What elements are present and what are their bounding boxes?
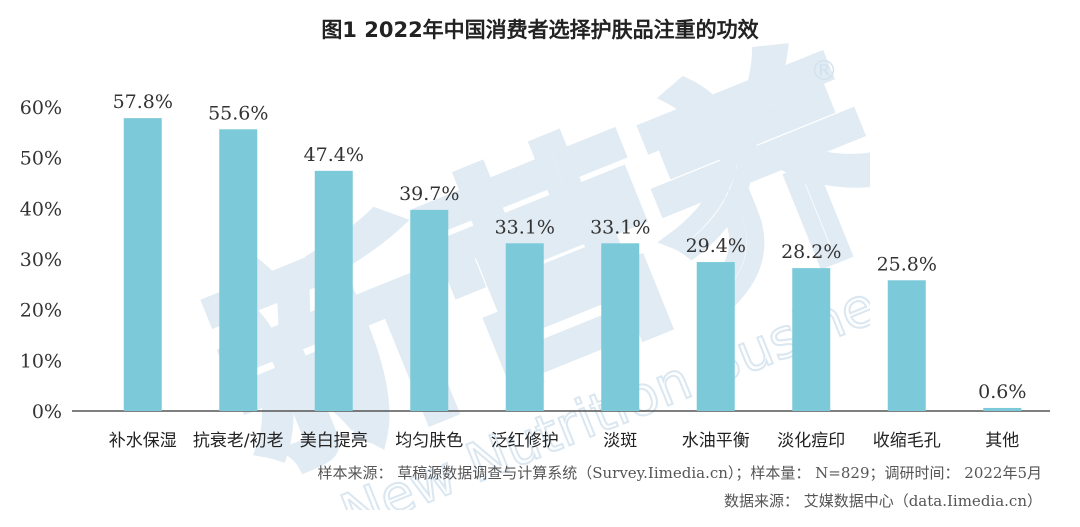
value-label: 57.8% <box>113 91 173 113</box>
category-label: 抗衰老/初老 <box>193 431 284 451</box>
bar <box>792 268 831 411</box>
value-label: 55.6% <box>208 102 268 124</box>
category-label: 水油平衡 <box>682 431 750 451</box>
value-labels: 57.8% 55.6% 47.4% 39.7% 33.1% 33.1% 29.4% 28.2%… <box>113 91 1027 403</box>
bar <box>123 118 162 411</box>
value-label: 47.4% <box>304 144 364 166</box>
y-tick-label: 60% <box>20 97 62 119</box>
y-tick-label: 30% <box>20 249 62 271</box>
bar <box>505 243 544 411</box>
data-source-note: 数据来源： 艾媒数据中心（data.Iimedia.cn） <box>723 492 1042 510</box>
sample-source-note: 样本来源： 草稿源数据调查与计算系统（Survey.Iimedia.cn）；样本… <box>317 464 1042 482</box>
chart-title: 图1 2022年中国消费者选择护肤品注重的功效 <box>321 18 759 42</box>
category-label: 收缩毛孔 <box>873 431 941 451</box>
bars <box>123 118 1022 411</box>
bar <box>219 129 258 411</box>
y-tick-label: 20% <box>20 300 62 322</box>
category-label: 补水保湿 <box>109 431 177 451</box>
category-label: 美白提亮 <box>300 431 368 451</box>
value-label: 28.2% <box>781 241 841 263</box>
value-label: 33.1% <box>590 216 650 238</box>
y-axis-labels: 0% 10% 20% 30% 40% 50% 60% <box>20 97 62 423</box>
bar <box>314 170 353 411</box>
value-label: 0.6% <box>978 381 1026 403</box>
bar <box>696 262 735 411</box>
value-label: 25.8% <box>877 253 937 275</box>
category-label: 均匀肤色 <box>395 431 463 451</box>
y-tick-label: 40% <box>20 198 62 220</box>
bar <box>887 280 926 411</box>
y-tick-label: 0% <box>32 401 62 423</box>
bar <box>983 407 1022 411</box>
category-label: 其他 <box>985 431 1019 451</box>
value-label: 29.4% <box>686 235 746 257</box>
bar <box>601 243 640 411</box>
value-label: 39.7% <box>399 183 459 205</box>
category-label: 淡化痘印 <box>777 431 845 451</box>
category-label: 泛红修护 <box>491 431 559 451</box>
bar <box>410 209 449 411</box>
y-tick-label: 10% <box>20 350 62 372</box>
category-label: 淡斑 <box>603 431 637 451</box>
value-label: 33.1% <box>495 216 555 238</box>
y-tick-label: 50% <box>20 148 62 170</box>
category-labels: 补水保湿 抗衰老/初老 美白提亮 均匀肤色 泛红修护 淡斑 水油平衡 淡化痘印 收缩毛孔 其他 <box>109 431 1020 451</box>
